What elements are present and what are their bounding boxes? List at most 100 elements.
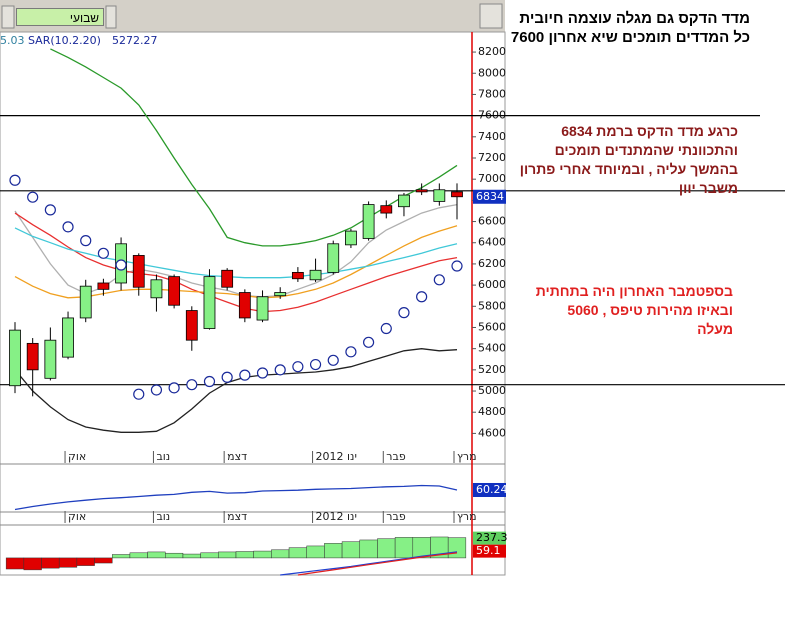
oscillator-line bbox=[14, 484, 458, 511]
candle-body bbox=[185, 310, 198, 341]
toolbar-button[interactable] bbox=[1, 5, 15, 29]
y-tick-label: 7800 bbox=[478, 87, 506, 100]
y-tick-label: 5000 bbox=[478, 384, 506, 397]
y-tick-label: 4800 bbox=[478, 405, 506, 418]
sar-point bbox=[186, 379, 198, 391]
annotation-line: מעלה bbox=[697, 321, 733, 337]
x-tick-label: דצמ bbox=[227, 510, 247, 523]
histogram-bar bbox=[165, 552, 184, 559]
y-tick-label: 8200 bbox=[478, 45, 506, 58]
histogram-bar bbox=[412, 537, 431, 559]
y-tick-label: 5400 bbox=[478, 342, 506, 355]
period-selector[interactable]: שבועי bbox=[16, 8, 104, 26]
histogram-bar bbox=[147, 551, 166, 559]
price-box bbox=[473, 189, 506, 204]
sar-point bbox=[239, 369, 251, 381]
annotation-line: בהמשך עליה , ובמיוחד אחרי פתרון bbox=[519, 161, 738, 177]
candle-body bbox=[274, 292, 287, 297]
y-tick-label: 6400 bbox=[478, 236, 506, 249]
sar-point bbox=[221, 371, 233, 383]
sar-point bbox=[27, 191, 39, 203]
sar-point bbox=[115, 259, 127, 271]
y-tick-label: 6200 bbox=[478, 257, 506, 270]
sar-point bbox=[433, 274, 445, 286]
histogram-bar bbox=[324, 543, 343, 559]
x-tick-label: מרץ bbox=[457, 450, 477, 463]
sar-point bbox=[451, 260, 463, 272]
y-tick-label: 8000 bbox=[478, 66, 506, 79]
sar-point bbox=[398, 307, 410, 319]
candle-body bbox=[221, 269, 234, 288]
sar-point bbox=[80, 235, 92, 247]
y-tick-label: 5200 bbox=[478, 363, 506, 376]
candle-body bbox=[415, 189, 428, 193]
y-tick-label: 5800 bbox=[478, 299, 506, 312]
annotation-line: מדד הדקס גם מגלה עוצמה חיובית bbox=[519, 10, 750, 27]
candle-body bbox=[398, 194, 410, 208]
sar-point bbox=[274, 364, 286, 376]
value-box bbox=[473, 544, 506, 558]
annotation-line: והתכוונתי שהמתנדים תומכים bbox=[554, 142, 738, 158]
candle-body bbox=[97, 282, 110, 290]
indicator-line bbox=[14, 227, 458, 279]
annotation-line: כרגע מדד הדקס ברמת 6834 bbox=[561, 123, 738, 139]
histogram-bar bbox=[5, 557, 25, 570]
histogram-bar bbox=[218, 551, 237, 559]
candle-body bbox=[327, 243, 340, 273]
sar-point bbox=[44, 204, 56, 216]
signal-line bbox=[280, 551, 458, 576]
y-tick-label: 6600 bbox=[478, 215, 506, 228]
candle-body bbox=[433, 189, 446, 202]
toolbar-button[interactable] bbox=[479, 3, 503, 29]
sar-point bbox=[62, 221, 74, 233]
x-tick-label: מרץ bbox=[457, 510, 477, 523]
signal-line bbox=[297, 552, 458, 576]
x-tick-label: דצמ bbox=[227, 450, 247, 463]
x-tick-label: אוק bbox=[68, 450, 86, 463]
annotation-line: ובאיזו מהירות טיפס , 5060 bbox=[567, 302, 733, 318]
sar-point bbox=[203, 375, 216, 388]
annotation: מדד הדקס גם מגלה עוצמה חיובית כל המדדים ת… bbox=[511, 9, 750, 47]
histogram-bar bbox=[129, 552, 148, 559]
y-tick-label: 7200 bbox=[478, 151, 506, 164]
histogram-bar bbox=[341, 541, 361, 559]
y-tick-label: 7000 bbox=[478, 172, 506, 185]
histogram-bar bbox=[94, 557, 113, 564]
annotation-line: בספטמבר האחרון היה בתחתית bbox=[535, 283, 733, 299]
candle-body bbox=[26, 342, 39, 371]
histogram-bar bbox=[235, 551, 254, 559]
sar-point bbox=[97, 247, 110, 259]
histogram-bar bbox=[394, 537, 414, 559]
candle-body bbox=[9, 329, 21, 387]
candle-body bbox=[79, 285, 92, 319]
candle-body bbox=[256, 296, 269, 321]
value-label: 60.24 bbox=[476, 483, 508, 496]
x-tick-label: נוב bbox=[156, 450, 170, 463]
histogram-bar bbox=[377, 538, 396, 559]
candle-body bbox=[150, 279, 163, 299]
y-tick-label: 7400 bbox=[478, 130, 506, 143]
candle-body bbox=[238, 292, 251, 319]
histogram-bar bbox=[76, 557, 95, 566]
annotation: כרגע מדד הדקס ברמת 6834 והתכוונתי שהמתנדי… bbox=[520, 122, 738, 198]
y-tick-label: 5600 bbox=[478, 320, 506, 333]
sar-point bbox=[256, 367, 269, 379]
y-tick-label: 6000 bbox=[478, 278, 506, 291]
price-label: 6834 bbox=[476, 190, 504, 203]
plot-frame bbox=[0, 31, 506, 576]
annotation: בספטמבר האחרון היה בתחתית ובאיזו מהירות ט… bbox=[536, 282, 733, 339]
sar-point bbox=[309, 358, 322, 371]
candle-body bbox=[203, 276, 216, 329]
candle-body bbox=[132, 255, 145, 288]
sar-point bbox=[327, 354, 339, 366]
candle-body bbox=[44, 339, 57, 379]
histogram-bar bbox=[447, 537, 467, 559]
sar-point bbox=[168, 382, 180, 394]
x-tick-label: אוק bbox=[68, 510, 86, 523]
annotation-line: כל המדדים תומכים שיא אחרון 7600 bbox=[510, 29, 750, 46]
toolbar-button[interactable] bbox=[105, 5, 117, 29]
panel-header: 5272.27 bbox=[112, 34, 158, 47]
x-tick-label: 2012 ינו bbox=[316, 450, 357, 463]
